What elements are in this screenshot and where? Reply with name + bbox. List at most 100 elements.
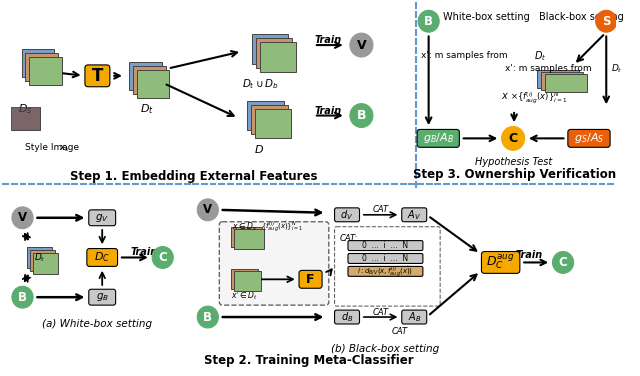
Text: S: S [602, 15, 611, 28]
Circle shape [418, 10, 439, 32]
FancyBboxPatch shape [335, 227, 440, 306]
Text: Hypothesis Test: Hypothesis Test [474, 157, 552, 167]
Text: B: B [424, 15, 433, 28]
Circle shape [152, 247, 173, 268]
FancyBboxPatch shape [348, 253, 423, 264]
Text: CAT:: CAT: [339, 233, 358, 243]
Text: C: C [509, 132, 518, 145]
Text: $x$: $x$ [500, 91, 509, 101]
Text: Train: Train [515, 250, 542, 259]
Circle shape [552, 252, 573, 273]
Text: (b) Black-box setting: (b) Black-box setting [332, 344, 440, 354]
Bar [252, 34, 289, 64]
Text: T: T [92, 67, 103, 85]
Bar [231, 269, 258, 289]
FancyBboxPatch shape [417, 129, 460, 147]
Circle shape [12, 207, 33, 229]
Bar [545, 74, 587, 92]
Text: $D$: $D$ [253, 143, 264, 155]
Bar [33, 253, 58, 274]
Text: (a) White-box setting: (a) White-box setting [42, 319, 152, 329]
Text: CAT: CAT [392, 327, 408, 336]
Bar [537, 70, 579, 88]
Bar [28, 247, 52, 268]
Text: B: B [18, 291, 27, 304]
Circle shape [197, 306, 218, 328]
Text: Train: Train [131, 247, 158, 256]
FancyBboxPatch shape [335, 310, 360, 324]
Text: B: B [204, 311, 212, 323]
Text: $x \in D_s$: $x \in D_s$ [232, 220, 257, 233]
Circle shape [12, 286, 33, 308]
Bar [260, 42, 296, 72]
Text: $D_t$: $D_t$ [611, 63, 623, 75]
Text: CAT: CAT [372, 308, 388, 317]
Bar [133, 66, 166, 94]
Text: Train: Train [314, 106, 342, 115]
Bar [129, 62, 162, 90]
Bar [251, 105, 287, 134]
Text: $d_B$: $d_B$ [341, 310, 353, 324]
Text: $x_s$: $x_s$ [59, 143, 70, 154]
Text: Step 1. Embedding External Features: Step 1. Embedding External Features [70, 170, 317, 183]
FancyBboxPatch shape [87, 249, 118, 267]
FancyBboxPatch shape [220, 222, 329, 305]
Text: F: F [307, 273, 315, 286]
Text: Step 2. Training Meta-Classifier: Step 2. Training Meta-Classifier [204, 354, 413, 367]
Text: x': m samples from: x': m samples from [421, 52, 511, 61]
FancyBboxPatch shape [89, 210, 116, 226]
Text: B: B [356, 109, 366, 122]
Circle shape [596, 10, 617, 32]
Text: Step 3. Ownership Verification: Step 3. Ownership Verification [413, 168, 616, 181]
Text: $D_C$: $D_C$ [94, 250, 110, 264]
Text: $D_t$: $D_t$ [534, 49, 547, 63]
Text: $g_V$: $g_V$ [95, 212, 109, 224]
Text: $g_B$: $g_B$ [95, 291, 109, 303]
Bar [255, 109, 291, 138]
Text: $D_t \cup D_b$: $D_t \cup D_b$ [242, 77, 279, 91]
Text: $A_B$: $A_B$ [408, 310, 421, 324]
Text: $D_t$: $D_t$ [34, 251, 45, 264]
Text: White-box setting: White-box setting [443, 12, 530, 22]
Bar [26, 53, 58, 81]
FancyBboxPatch shape [89, 289, 116, 305]
Text: $A_V$: $A_V$ [407, 208, 421, 222]
Text: $g_S/A_S$: $g_S/A_S$ [574, 131, 604, 146]
Text: 0  ...  i  ...  N: 0 ... i ... N [362, 241, 408, 250]
FancyBboxPatch shape [348, 241, 423, 250]
FancyBboxPatch shape [568, 129, 610, 147]
Text: CAT: CAT [372, 205, 388, 214]
Bar [541, 72, 583, 90]
Text: V: V [356, 39, 366, 52]
FancyBboxPatch shape [299, 270, 322, 288]
Bar [29, 57, 62, 85]
Text: Style Image: Style Image [26, 143, 83, 152]
FancyBboxPatch shape [402, 310, 427, 324]
Bar [11, 107, 40, 130]
Text: V: V [204, 203, 212, 216]
Circle shape [502, 126, 525, 150]
Bar [231, 227, 262, 247]
FancyBboxPatch shape [481, 252, 520, 273]
Text: $\{f_{aug}^{(i)}(x\')\}_{i=1}^N$: $\{f_{aug}^{(i)}(x\')\}_{i=1}^N$ [262, 219, 304, 234]
Circle shape [197, 199, 218, 221]
FancyBboxPatch shape [85, 65, 110, 87]
Text: C: C [158, 251, 167, 264]
Text: $D_t$: $D_t$ [140, 103, 154, 117]
Text: $x' \in D_t$: $x' \in D_t$ [231, 290, 258, 302]
Text: $D_C^{aug}$: $D_C^{aug}$ [486, 253, 515, 272]
FancyBboxPatch shape [402, 208, 427, 222]
Bar [234, 229, 264, 249]
Bar [137, 70, 170, 98]
Text: $g_B/A_B$: $g_B/A_B$ [423, 131, 454, 146]
Circle shape [350, 33, 373, 57]
Bar [11, 107, 40, 130]
Text: $i: d_{B/V}(x, f_{aug}^{(i)}(x\'))$: $i: d_{B/V}(x, f_{aug}^{(i)}(x\'))$ [357, 264, 413, 279]
Bar [22, 49, 54, 77]
Text: V: V [18, 211, 27, 224]
Bar [30, 250, 55, 271]
Text: $\times\{f_{aug}^{(i)}(x\')\}_{i=1}^N$: $\times\{f_{aug}^{(i)}(x\')\}_{i=1}^N$ [510, 87, 568, 105]
Text: 0  ...  i  ...  N: 0 ... i ... N [362, 254, 408, 263]
Bar [247, 101, 284, 130]
Bar [234, 271, 260, 291]
